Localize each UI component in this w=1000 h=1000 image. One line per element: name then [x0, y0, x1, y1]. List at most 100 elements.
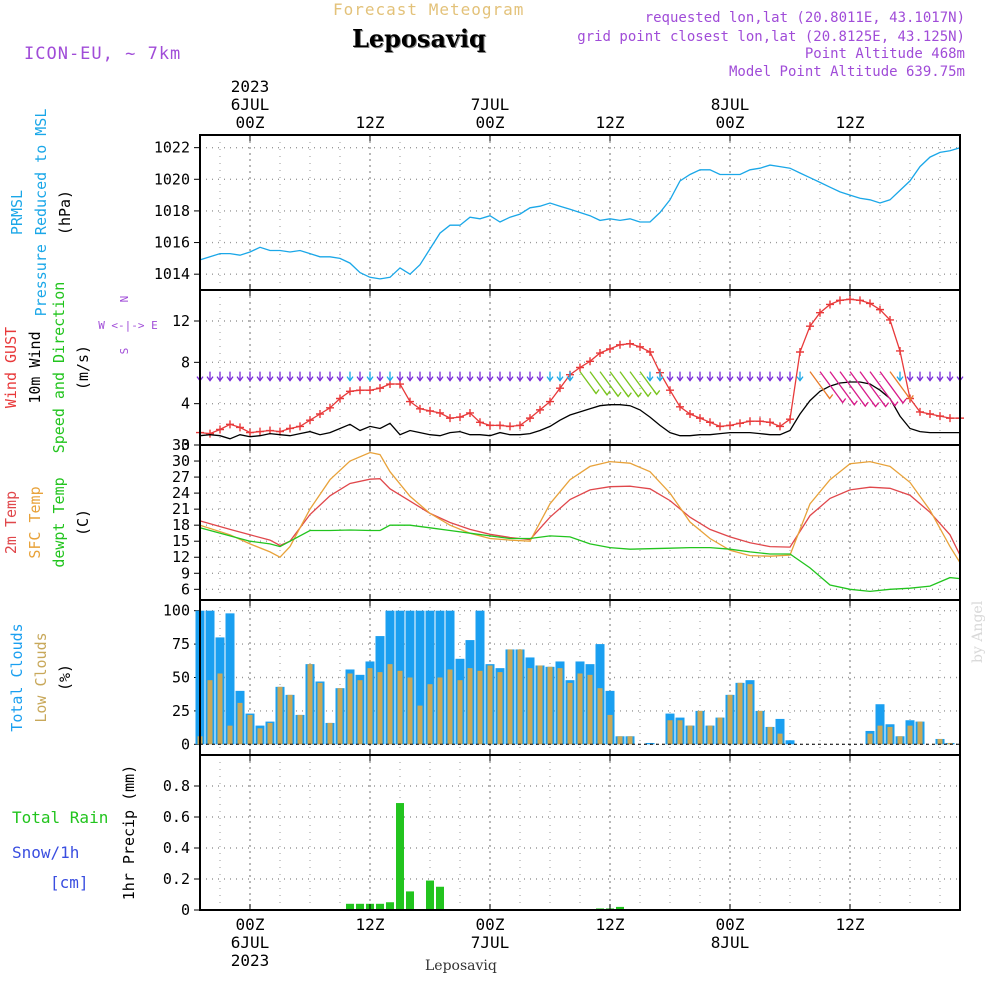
wind-arrowhead: [336, 376, 344, 382]
gust-point: [856, 296, 864, 305]
top-time-label: 8JUL: [711, 95, 750, 114]
y-tick-label: 21: [172, 500, 190, 518]
y-tick-label: 0: [181, 901, 190, 919]
low-cloud-bar: [627, 736, 633, 745]
low-cloud-bar: [437, 677, 443, 745]
series-line-prmsl: [199, 147, 961, 280]
y-axis-label: 10m Wind: [26, 331, 44, 403]
low-cloud-bar: [447, 669, 453, 745]
gust-point: [716, 422, 724, 431]
y-axis-label: 1hr Precip (mm): [120, 765, 138, 900]
rain-bar: [616, 906, 624, 910]
y-axis-label: [cm]: [50, 873, 89, 892]
bottom-time-label: 7JUL: [471, 933, 510, 952]
y-tick-label: 6: [181, 580, 190, 598]
y-tick-label: 15: [172, 532, 190, 550]
wind-arrowhead: [516, 376, 524, 382]
gust-point: [746, 417, 754, 426]
wind-arrowhead: [716, 376, 724, 382]
y-tick-label: 50: [172, 669, 190, 687]
gust-point: [936, 412, 944, 421]
wind-arrowhead: [906, 394, 914, 401]
gust-point: [696, 414, 704, 423]
low-cloud-bar: [587, 674, 593, 745]
low-cloud-bar: [217, 673, 223, 745]
y-tick-label: 30: [172, 452, 190, 470]
low-cloud-bar: [677, 720, 683, 745]
wind-arrowhead: [624, 392, 632, 398]
top-time-label: 12Z: [836, 113, 865, 132]
low-cloud-bar: [537, 665, 543, 745]
wind-arrowhead: [386, 376, 394, 382]
low-cloud-bar: [267, 722, 273, 745]
gust-point: [536, 405, 544, 414]
y-axis-label: Total Rain: [12, 808, 108, 827]
y-axis-label: Low Clouds: [32, 632, 50, 722]
top-time-label: 12Z: [356, 113, 385, 132]
wind-arrowhead: [946, 376, 954, 382]
gust-point: [586, 357, 594, 366]
bottom-time-label: 6JUL: [231, 933, 270, 952]
gust-point: [766, 418, 774, 427]
wind-arrowhead: [496, 376, 504, 382]
y-tick-label: 75: [172, 635, 190, 653]
wind-arrow: [869, 371, 896, 407]
wind-arrow: [839, 371, 866, 407]
wind-arrowhead: [566, 376, 574, 382]
low-cloud-bar: [357, 680, 363, 745]
y-tick-label: 24: [172, 484, 190, 502]
gust-point: [756, 417, 764, 426]
wind-arrowhead: [796, 376, 804, 382]
wind-arrowhead: [776, 376, 784, 382]
wind-arrowhead: [446, 376, 454, 382]
wind-arrowhead: [786, 376, 794, 382]
wind-arrow: [859, 371, 887, 407]
low-cloud-bar: [457, 680, 463, 745]
total-cloud-bar: [785, 740, 795, 745]
y-axis-label: Pressure Reduced to MSL: [32, 109, 50, 317]
wind-arrowhead: [256, 376, 264, 382]
y-tick-label: 18: [172, 516, 190, 534]
panel-clouds: [194, 599, 961, 756]
gust-point: [896, 346, 904, 355]
gust-point: [666, 386, 674, 395]
grid-point-location: grid point closest lon,lat (20.8125E, 43…: [577, 29, 965, 45]
gust-point: [776, 422, 784, 431]
y-tick-label: 4: [181, 395, 190, 413]
panel-pressure: [194, 134, 961, 291]
wind-arrowhead: [536, 376, 544, 382]
wind-arrowhead: [236, 376, 244, 382]
y-tick-label: 0: [181, 436, 190, 454]
rain-bar: [346, 903, 354, 910]
top-time-label: 6JUL: [231, 95, 270, 114]
low-cloud-bar: [687, 725, 693, 745]
wind-arrowhead: [926, 376, 934, 382]
compass-label: S: [118, 348, 131, 355]
y-tick-label: 1014: [154, 265, 190, 283]
gust-point: [476, 418, 484, 427]
low-cloud-bar: [557, 668, 563, 745]
wind-arrowhead: [296, 376, 304, 382]
wind-arrowhead: [206, 376, 214, 382]
low-cloud-bar: [467, 668, 473, 745]
gust-point: [336, 394, 344, 403]
gust-point: [516, 421, 524, 430]
rain-bar: [406, 891, 414, 910]
y-tick-label: 8: [181, 353, 190, 371]
y-tick-label: 9: [181, 564, 190, 582]
gust-point: [506, 422, 514, 431]
low-cloud-bar: [407, 677, 413, 745]
wind-arrowhead: [696, 376, 704, 382]
y-tick-label: 25: [172, 702, 190, 720]
wind-arrowhead: [436, 376, 444, 382]
total-cloud-bar: [775, 718, 785, 745]
wind-arrowhead: [766, 376, 774, 382]
wind-arrowhead: [346, 376, 354, 382]
wind-arrowhead: [882, 402, 890, 408]
y-tick-label: 0: [181, 735, 190, 753]
gust-point: [576, 363, 584, 372]
low-cloud-bar: [487, 665, 493, 745]
low-cloud-bar: [707, 725, 713, 745]
low-cloud-bar: [607, 714, 613, 745]
